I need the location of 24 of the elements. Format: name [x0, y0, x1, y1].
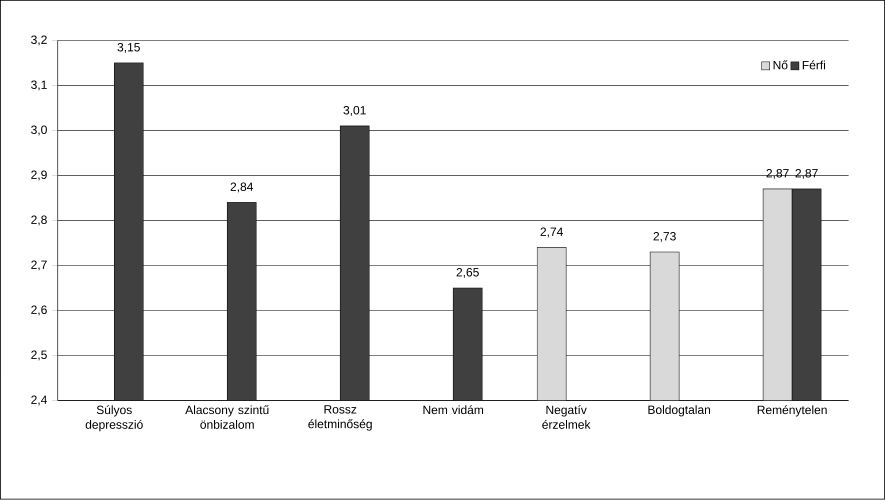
- data-label: 2,74: [540, 228, 563, 238]
- x-tick-label: Boldogtalan: [648, 405, 710, 417]
- y-tick-label: 2,4: [31, 396, 47, 406]
- data-label: 2,73: [654, 232, 676, 242]
- x-tick-label: Rossz életminőség: [308, 405, 372, 431]
- data-label: 2,65: [456, 268, 479, 278]
- y-tick-label: 2,5: [31, 350, 47, 361]
- y-tick-label: 3,2: [31, 36, 47, 46]
- data-label: 3,15: [118, 43, 140, 54]
- legend-label: Férfi: [802, 60, 826, 70]
- y-tick-label: 2,8: [31, 216, 47, 226]
- x-tick-label: Nem vidám: [423, 405, 484, 414]
- legend-label: Nő: [774, 60, 788, 70]
- data-label: 3,01: [343, 106, 366, 116]
- x-tick-label: Alacsony szintű önbizalom: [185, 405, 269, 430]
- x-tick-label: Reménytelen: [758, 405, 827, 417]
- y-tick-label: 2,7: [31, 260, 47, 271]
- y-tick-label: 3,1: [31, 80, 47, 91]
- x-tick-label: Súlyos depresszió: [86, 405, 143, 432]
- y-tick-label: 2,6: [31, 306, 47, 316]
- y-tick-label: 2,9: [31, 170, 47, 181]
- x-tick-label: Negatív érzelmek: [542, 405, 591, 430]
- data-label: 2,84: [230, 182, 254, 193]
- y-tick-label: 3,0: [31, 126, 47, 136]
